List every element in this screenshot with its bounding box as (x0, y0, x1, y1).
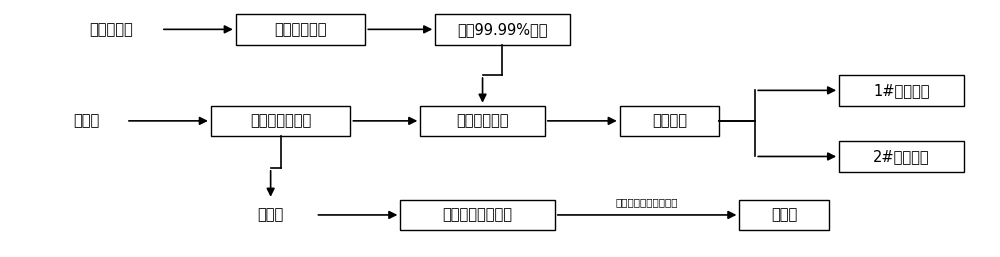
FancyBboxPatch shape (420, 106, 545, 136)
FancyBboxPatch shape (839, 141, 964, 172)
Text: 纯度99.99%氢气: 纯度99.99%氢气 (457, 22, 548, 37)
FancyBboxPatch shape (739, 200, 829, 230)
Text: 经过分离、压滤、干燥: 经过分离、压滤、干燥 (616, 197, 678, 207)
Text: 加氢预处理工段: 加氢预处理工段 (250, 113, 311, 128)
Text: 碳微球装置反应釜: 碳微球装置反应釜 (443, 207, 513, 223)
FancyBboxPatch shape (839, 75, 964, 106)
Text: 分馏工段: 分馏工段 (652, 113, 687, 128)
Text: 碳微球: 碳微球 (771, 207, 797, 223)
FancyBboxPatch shape (211, 106, 350, 136)
Text: 1#精制洗油: 1#精制洗油 (873, 83, 930, 98)
FancyBboxPatch shape (435, 14, 570, 45)
FancyBboxPatch shape (400, 200, 555, 230)
Text: 软沥青: 软沥青 (258, 207, 284, 223)
Text: 变压吸附装置: 变压吸附装置 (274, 22, 327, 37)
FancyBboxPatch shape (620, 106, 719, 136)
Text: 2#精制洗油: 2#精制洗油 (873, 149, 930, 164)
FancyBboxPatch shape (236, 14, 365, 45)
Text: 煤焦油: 煤焦油 (73, 113, 99, 128)
Text: 甲醇施放气: 甲醇施放气 (89, 22, 133, 37)
Text: 加氢反应工段: 加氢反应工段 (456, 113, 509, 128)
